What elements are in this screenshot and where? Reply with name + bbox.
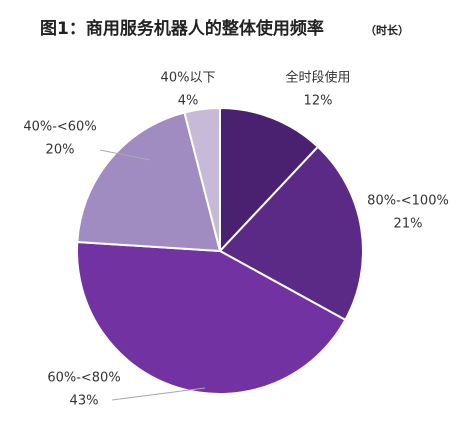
slice-label: 80%-<100% <box>367 194 449 209</box>
pie-slice <box>218 145 364 322</box>
pie-slice <box>76 240 347 395</box>
pie-slice <box>219 106 320 254</box>
value-label: 21% <box>394 217 423 232</box>
pie-slice <box>76 111 222 253</box>
value-label: 4% <box>178 94 199 109</box>
value-label: 20% <box>46 143 75 158</box>
pie-slice <box>183 106 221 252</box>
leader-line <box>99 149 151 161</box>
slice-label: 40%-<60% <box>23 120 96 135</box>
value-label: 12% <box>304 94 333 109</box>
slice-label: 40%以下 <box>161 71 216 86</box>
value-label: 43% <box>70 394 99 409</box>
slice-label: 全时段使用 <box>285 70 350 86</box>
chart-subtitle: （时长） <box>365 23 409 37</box>
chart-title: 图1：商用服务机器人的整体使用频率 <box>40 18 324 39</box>
slice-label: 60%-<80% <box>47 371 120 386</box>
leader-line <box>111 387 206 401</box>
